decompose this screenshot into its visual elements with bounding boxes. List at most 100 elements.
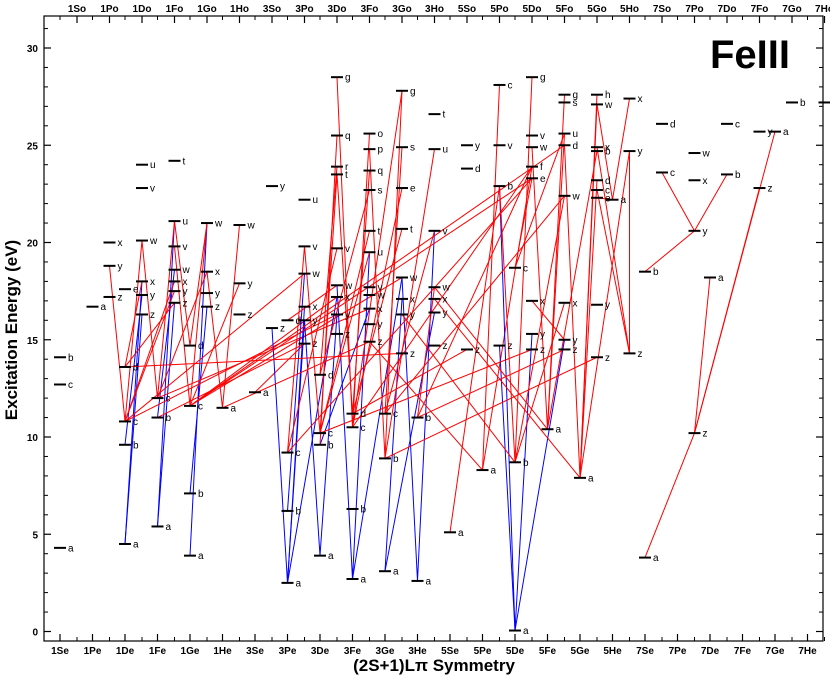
x-bottom-tick-label: 5Ge <box>571 646 590 657</box>
transition-line-red <box>384 195 565 414</box>
energy-level-label: a <box>523 626 529 637</box>
energy-level-label: c <box>508 80 513 91</box>
x-bottom-tick-label: 3Se <box>246 646 264 657</box>
transition-line-red <box>319 230 370 434</box>
x-top-tick-label: 3Ho <box>425 4 444 15</box>
energy-level-label: a <box>198 551 204 562</box>
energy-level-label: z <box>475 345 480 356</box>
energy-level-label: e <box>410 184 416 195</box>
chart-title: FeIII <box>710 33 790 77</box>
energy-level-label: t <box>410 224 413 235</box>
energy-level-label: c <box>361 423 366 434</box>
energy-level-label: x <box>215 267 220 278</box>
transition-line-blue <box>384 298 403 572</box>
energy-level-label: v <box>508 141 513 152</box>
energy-level-label: a <box>426 576 432 587</box>
levels-layer: acbaabcdeabcabcdaaabcdabcdabcdabcabaaabc… <box>54 73 830 637</box>
energy-level-label: u <box>573 129 579 140</box>
energy-level-label: a <box>296 578 302 589</box>
x-bottom-tick-label: 3He <box>408 646 427 657</box>
transition-line-blue <box>499 345 516 631</box>
energy-level-label: b <box>605 147 611 158</box>
energy-level-label: s <box>378 185 383 196</box>
energy-level-label: y <box>638 147 643 158</box>
x-top-tick-label: 3Po <box>295 4 313 15</box>
transition-line-red <box>189 144 565 407</box>
energy-level-label: b <box>735 170 741 181</box>
transition-line-red <box>124 273 305 422</box>
transition-line-red <box>514 195 565 463</box>
energy-level-label: z <box>150 310 155 321</box>
transition-line-red <box>417 349 565 419</box>
x-top-tick-label: 5Do <box>523 4 542 15</box>
energy-level-label: x <box>150 277 155 288</box>
energy-level-label: v <box>313 242 318 253</box>
energy-level-label: b <box>133 440 139 451</box>
transition-line-red <box>417 287 435 418</box>
energy-level-label: g <box>410 86 416 97</box>
transition-line-red <box>596 147 630 354</box>
energy-level-label: v <box>150 184 155 195</box>
x-top-tick-label: 5Po <box>490 4 508 15</box>
energy-level-label: c <box>605 185 610 196</box>
energy-level-label: z <box>183 298 188 309</box>
energy-level-label: d <box>670 119 676 130</box>
energy-level-label: b <box>166 413 172 424</box>
energy-level-label: a <box>393 567 399 578</box>
energy-level-label: b <box>68 353 74 364</box>
x-top-tick-label: 1So <box>68 4 86 15</box>
transition-line-blue <box>514 333 533 631</box>
transition-line-red <box>319 135 338 445</box>
energy-level-label: g <box>573 90 579 101</box>
x-bottom-tick-label: 7Ge <box>766 646 785 657</box>
energy-level-label: c <box>393 409 398 420</box>
energy-level-label: x <box>638 94 643 105</box>
x-top-tick-label: 7So <box>653 4 671 15</box>
energy-level-label: u <box>443 145 449 156</box>
energy-level-label: w <box>604 100 613 111</box>
transition-line-red <box>124 352 403 368</box>
energy-level-label: y <box>443 308 448 319</box>
energy-level-label: z <box>345 329 350 340</box>
energy-level-label: z <box>768 184 773 195</box>
energy-level-label: a <box>361 574 367 585</box>
energy-level-label: x <box>573 298 578 309</box>
energy-level-label: x <box>183 277 188 288</box>
transition-line-blue <box>287 306 305 583</box>
energy-level-label: z <box>638 349 643 360</box>
transition-line-blue <box>287 273 305 511</box>
x-bottom-tick-label: 5Se <box>441 646 459 657</box>
energy-level-label: x <box>118 238 123 249</box>
energy-level-label: w <box>572 191 581 202</box>
transition-line-red <box>157 271 208 399</box>
energy-level-label: y <box>475 141 480 152</box>
energy-level-label: d <box>573 141 579 152</box>
energy-level-label: e <box>605 193 611 204</box>
energy-level-label: w <box>312 269 321 280</box>
energy-level-label: g <box>540 73 546 84</box>
x-top-tick-label: 7Go <box>782 4 801 15</box>
transition-line-red <box>124 240 143 422</box>
energy-level-label: a <box>653 553 659 564</box>
energy-level-label: w <box>149 236 158 247</box>
energy-level-label: a <box>231 403 237 414</box>
energy-level-label: c <box>166 394 171 405</box>
energy-level-label: w <box>442 283 451 294</box>
transition-line-red <box>222 341 370 409</box>
x-bottom-tick-label: 7Pe <box>669 646 687 657</box>
energy-level-label: z <box>605 353 610 364</box>
energy-level-label: w <box>409 273 418 284</box>
y-tick-label: 5 <box>32 530 38 541</box>
transition-line-blue <box>401 277 418 581</box>
energy-level-label: q <box>378 166 384 177</box>
energy-level-label: u <box>313 195 319 206</box>
transition-line-red <box>319 166 338 375</box>
energy-level-label: b <box>426 413 432 424</box>
energy-level-label: d <box>605 176 611 187</box>
energy-level-label: v <box>443 226 448 237</box>
energy-level-label: g <box>345 73 351 84</box>
transition-line-red <box>694 174 728 232</box>
x-top-tick-label: 3Fo <box>361 4 379 15</box>
energy-level-label: a <box>166 522 172 533</box>
energy-level-label: y <box>248 279 253 290</box>
